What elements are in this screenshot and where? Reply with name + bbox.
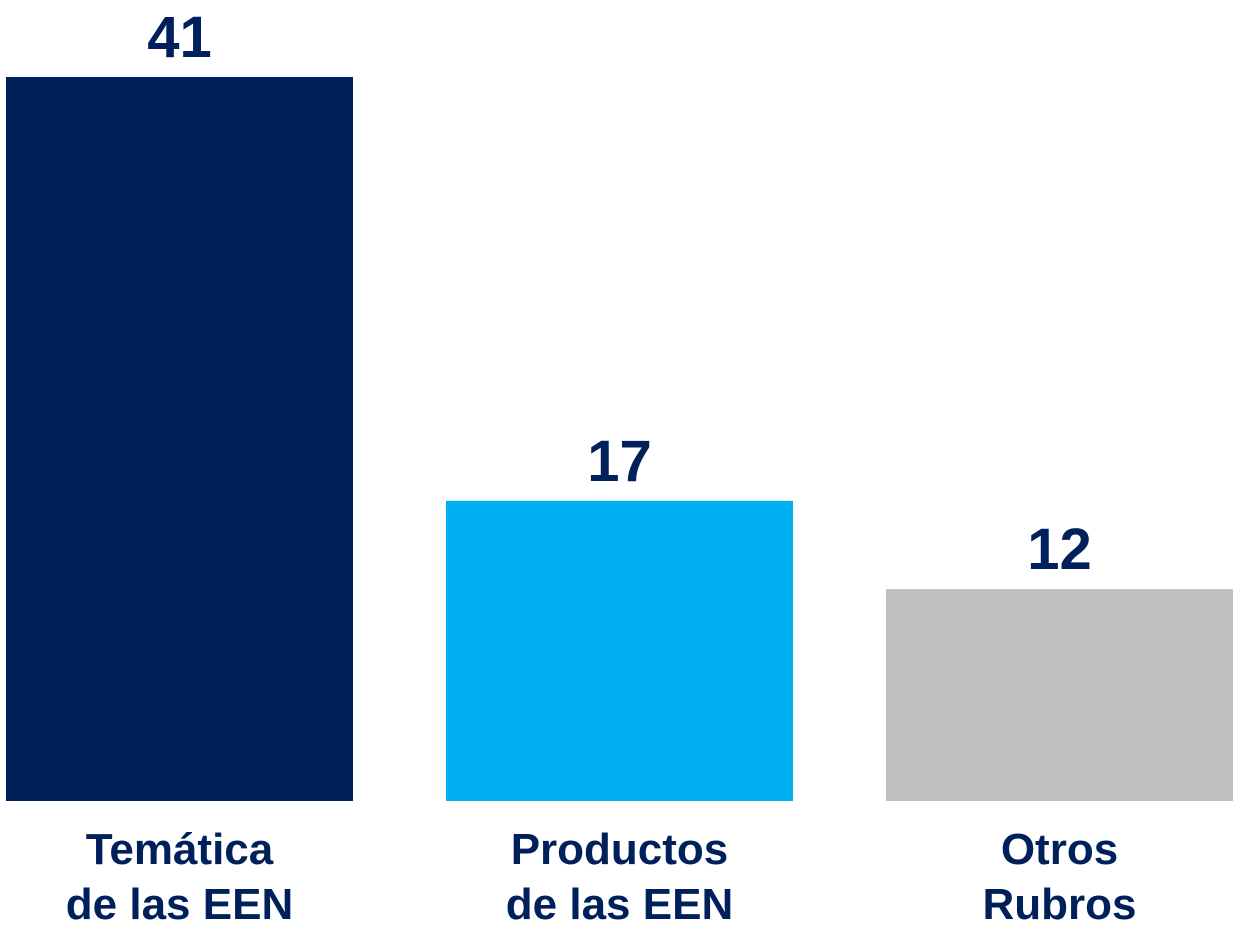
category-label-line: Rubros (983, 880, 1137, 929)
bar-tematica-de-las-een (6, 77, 353, 801)
value-label-productos-de-las-een: 17 (587, 429, 652, 494)
value-labels-group: 41 17 12 (147, 5, 1092, 582)
bar-productos-de-las-een (446, 500, 793, 801)
bars-group (6, 77, 1233, 801)
category-label-line: Productos (511, 825, 729, 874)
category-label-line: Temática (86, 825, 274, 874)
category-label-line: Otros (1001, 825, 1118, 874)
category-label-line: de las EEN (506, 880, 733, 929)
category-label-tematica-de-las-een: Temática de las EEN (66, 825, 293, 929)
bar-otros-rubros (886, 589, 1233, 801)
value-label-tematica-de-las-een: 41 (147, 5, 212, 70)
category-labels-group: Temática de las EEN Productos de las EEN Otr… (66, 825, 1137, 929)
category-label-otros-rubros: Otros Rubros (983, 825, 1137, 929)
category-label-productos-de-las-een: Productos de las EEN (506, 825, 733, 929)
category-label-line: de las EEN (66, 880, 293, 929)
value-label-otros-rubros: 12 (1027, 517, 1092, 582)
